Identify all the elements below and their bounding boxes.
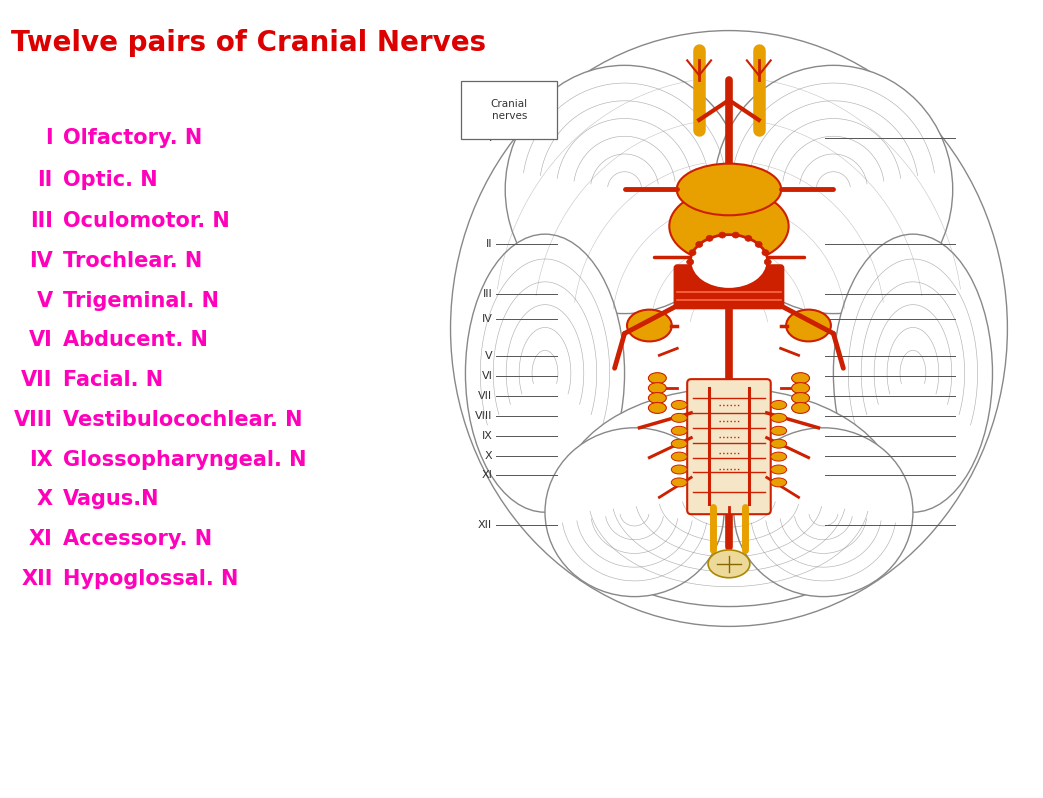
- Text: I: I: [489, 132, 492, 143]
- Ellipse shape: [672, 426, 687, 435]
- Text: VII: VII: [21, 370, 53, 390]
- Text: X: X: [485, 451, 492, 460]
- Ellipse shape: [771, 426, 786, 435]
- Text: XI: XI: [29, 529, 53, 549]
- Text: VII: VII: [478, 391, 492, 401]
- Ellipse shape: [649, 373, 666, 384]
- Ellipse shape: [719, 232, 726, 238]
- Ellipse shape: [786, 310, 831, 342]
- Text: V: V: [37, 290, 53, 310]
- Ellipse shape: [762, 250, 769, 255]
- Text: VIII: VIII: [14, 410, 53, 430]
- Ellipse shape: [560, 388, 898, 606]
- Text: X: X: [37, 489, 53, 509]
- Ellipse shape: [696, 242, 703, 247]
- Ellipse shape: [732, 232, 739, 238]
- Text: II: II: [38, 169, 53, 190]
- Ellipse shape: [670, 189, 789, 263]
- Ellipse shape: [771, 478, 786, 487]
- Ellipse shape: [672, 439, 687, 448]
- Text: Facial. N: Facial. N: [63, 370, 163, 390]
- Ellipse shape: [627, 310, 672, 342]
- Text: Cranial
nerves: Cranial nerves: [490, 99, 528, 120]
- Text: VI: VI: [29, 330, 53, 350]
- Ellipse shape: [649, 393, 666, 404]
- Ellipse shape: [690, 235, 768, 289]
- Text: XII: XII: [21, 569, 53, 589]
- Ellipse shape: [771, 452, 786, 461]
- Ellipse shape: [792, 402, 809, 413]
- Ellipse shape: [672, 452, 687, 461]
- Ellipse shape: [689, 250, 696, 255]
- Ellipse shape: [734, 428, 913, 597]
- Text: VI: VI: [482, 371, 492, 381]
- Text: Vestibulocochlear. N: Vestibulocochlear. N: [63, 410, 302, 430]
- Text: I: I: [45, 128, 53, 148]
- FancyBboxPatch shape: [461, 81, 557, 139]
- Ellipse shape: [505, 65, 744, 314]
- Text: VIII: VIII: [475, 411, 492, 421]
- Ellipse shape: [672, 401, 687, 409]
- Ellipse shape: [745, 235, 752, 241]
- Text: Olfactory. N: Olfactory. N: [63, 128, 202, 148]
- Ellipse shape: [792, 382, 809, 393]
- FancyBboxPatch shape: [687, 379, 771, 514]
- Ellipse shape: [792, 373, 809, 384]
- Ellipse shape: [649, 382, 666, 393]
- Text: Optic. N: Optic. N: [63, 169, 157, 190]
- Ellipse shape: [714, 65, 952, 314]
- Text: Trigeminal. N: Trigeminal. N: [63, 290, 219, 310]
- Text: III: III: [483, 289, 492, 298]
- Ellipse shape: [708, 550, 750, 578]
- Ellipse shape: [677, 164, 781, 215]
- Ellipse shape: [771, 401, 786, 409]
- Text: Hypoglossal. N: Hypoglossal. N: [63, 569, 238, 589]
- Ellipse shape: [649, 402, 666, 413]
- Ellipse shape: [686, 259, 694, 265]
- Text: XI: XI: [482, 471, 492, 480]
- Text: IV: IV: [29, 251, 53, 271]
- Text: IV: IV: [482, 314, 492, 323]
- Text: IX: IX: [29, 449, 53, 469]
- Ellipse shape: [706, 235, 713, 241]
- FancyBboxPatch shape: [674, 265, 783, 309]
- Text: Trochlear. N: Trochlear. N: [63, 251, 202, 271]
- Ellipse shape: [451, 30, 1008, 626]
- Ellipse shape: [465, 234, 625, 512]
- Ellipse shape: [771, 413, 786, 422]
- Ellipse shape: [833, 234, 993, 512]
- Ellipse shape: [765, 259, 771, 265]
- Text: III: III: [30, 211, 53, 231]
- Text: IX: IX: [482, 431, 492, 440]
- Ellipse shape: [771, 465, 786, 474]
- Ellipse shape: [771, 439, 786, 448]
- Text: Vagus.N: Vagus.N: [63, 489, 160, 509]
- Text: Twelve pairs of Cranial Nerves: Twelve pairs of Cranial Nerves: [11, 29, 486, 57]
- Text: Abducent. N: Abducent. N: [63, 330, 208, 350]
- Ellipse shape: [755, 242, 762, 247]
- Ellipse shape: [672, 478, 687, 487]
- Ellipse shape: [545, 428, 724, 597]
- Text: Oculomotor. N: Oculomotor. N: [63, 211, 229, 231]
- Text: XII: XII: [478, 520, 492, 530]
- Text: Glossopharyngeal. N: Glossopharyngeal. N: [63, 449, 307, 469]
- Ellipse shape: [792, 393, 809, 404]
- Ellipse shape: [672, 465, 687, 474]
- Text: Accessory. N: Accessory. N: [63, 529, 212, 549]
- Text: II: II: [486, 239, 492, 249]
- Text: V: V: [485, 351, 492, 361]
- Ellipse shape: [672, 413, 687, 422]
